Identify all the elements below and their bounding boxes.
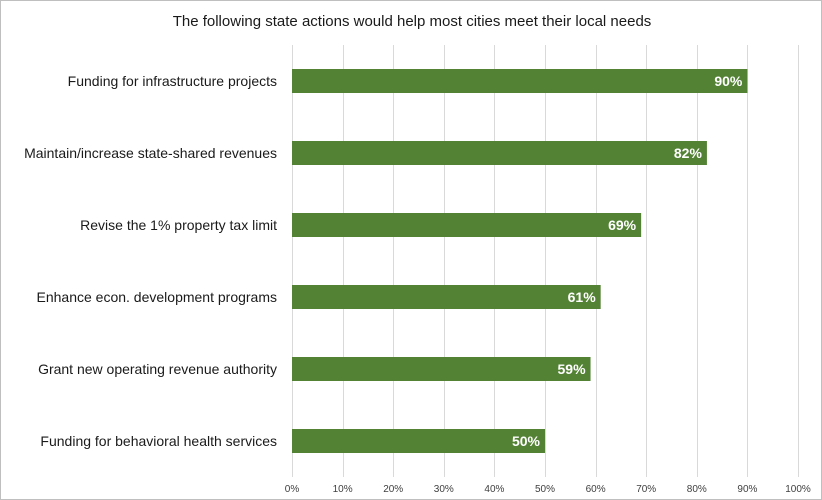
- category-label-4: Grant new operating revenue authority: [38, 361, 277, 377]
- category-label-3: Enhance econ. development programs: [37, 289, 277, 305]
- bar-3: [292, 285, 601, 309]
- x-tick-label-50: 50%: [535, 484, 555, 495]
- data-label-5: 50%: [512, 433, 541, 449]
- x-tick-label-30: 30%: [434, 484, 454, 495]
- bar-4: [292, 357, 591, 381]
- x-tick-label-0: 0%: [285, 484, 300, 495]
- bar-1: [292, 141, 707, 165]
- data-label-2: 69%: [608, 217, 637, 233]
- bar-2: [292, 213, 642, 237]
- category-label-2: Revise the 1% property tax limit: [80, 217, 277, 233]
- x-tick-label-10: 10%: [333, 484, 353, 495]
- category-label-1: Maintain/increase state-shared revenues: [24, 145, 277, 161]
- gridlines: [292, 45, 799, 477]
- bar-0: [292, 69, 748, 93]
- data-label-4: 59%: [558, 361, 587, 377]
- x-tick-label-20: 20%: [383, 484, 403, 495]
- category-label-5: Funding for behavioral health services: [40, 433, 277, 449]
- category-labels: Funding for infrastructure projects Maint…: [24, 73, 277, 449]
- x-tick-label-100: 100%: [785, 484, 811, 495]
- x-tick-label-40: 40%: [484, 484, 504, 495]
- data-label-0: 90%: [714, 73, 743, 89]
- x-tick-label-90: 90%: [737, 484, 757, 495]
- x-tick-label-60: 60%: [586, 484, 606, 495]
- data-label-3: 61%: [568, 289, 597, 305]
- x-axis-tick-labels: 0% 10% 20% 30% 40% 50% 60% 70% 80% 90% 100%: [285, 484, 811, 495]
- x-tick-label-70: 70%: [636, 484, 656, 495]
- bar-5: [292, 429, 545, 453]
- category-label-0: Funding for infrastructure projects: [68, 73, 277, 89]
- bars: 90% 82% 69% 61% 59% 50%: [292, 69, 748, 453]
- chart-title: The following state actions would help m…: [173, 13, 652, 30]
- x-tick-label-80: 80%: [687, 484, 707, 495]
- data-label-1: 82%: [674, 145, 703, 161]
